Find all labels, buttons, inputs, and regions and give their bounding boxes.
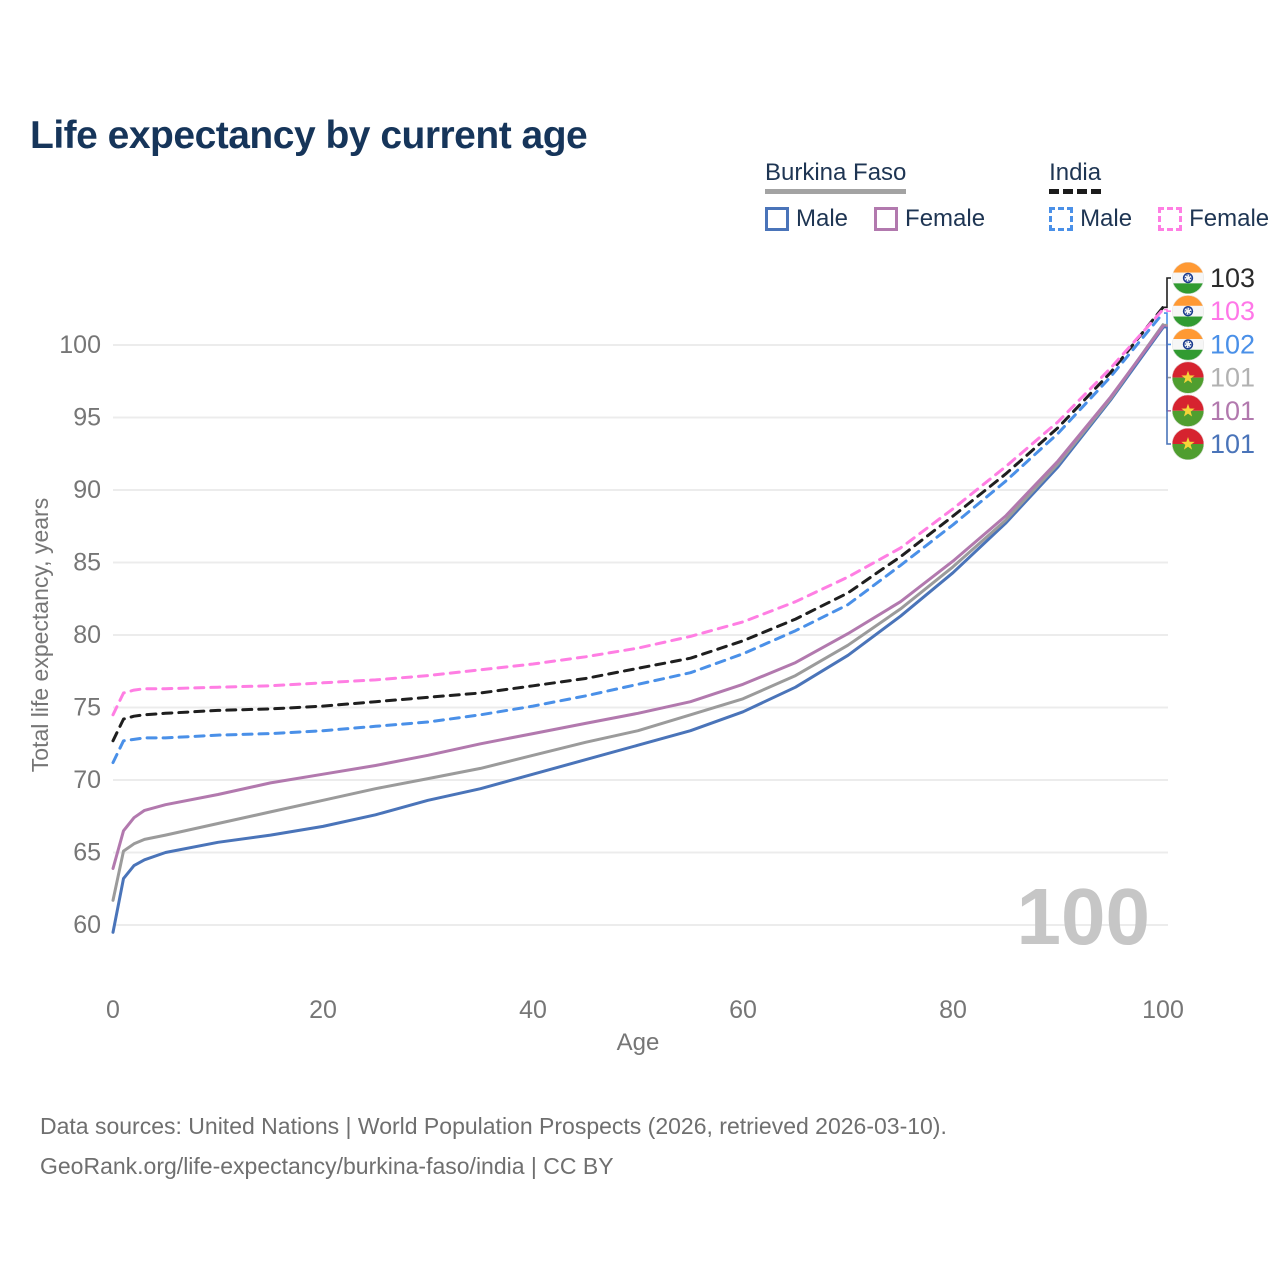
y-tick-95: 95 [73, 404, 101, 432]
legend-group-title: Burkina Faso [765, 159, 907, 195]
legend-swatch-icon [1158, 207, 1183, 232]
legend-group-title: India [1049, 159, 1102, 195]
legend-item-label: Female [905, 205, 986, 233]
series-line-burkina-faso-2 [111, 324, 1165, 870]
legend-swatch-icon [1049, 207, 1074, 232]
current-age-watermark: 100 [1017, 872, 1150, 961]
legend-group: Burkina Faso Male Female [765, 159, 985, 233]
legend-item-label: Male [1080, 205, 1133, 233]
footer-attribution-url: GeoRank.org/life-expectancy/burkina-faso… [40, 1153, 614, 1180]
x-tick-20: 20 [309, 996, 337, 1024]
y-axis-title: Total life expectancy, years [27, 498, 53, 772]
y-tick-85: 85 [73, 549, 101, 577]
legend-items: Male Female [765, 205, 985, 233]
end-value-label: 102 [1210, 329, 1255, 359]
india-flag-icon [1172, 295, 1204, 328]
series-line-burkina-faso-1 [111, 323, 1165, 902]
legend-item-label: Male [796, 205, 849, 233]
y-tick-100: 100 [59, 331, 101, 359]
x-tick-40: 40 [519, 996, 547, 1024]
series-line-india-dashed-3 [111, 311, 1165, 765]
burkina-faso-flag-icon [1172, 394, 1204, 427]
footer-data-sources: Data sources: United Nations | World Pop… [40, 1113, 947, 1139]
legend-item[interactable]: Female [874, 205, 985, 233]
end-value-label: 101 [1210, 396, 1255, 426]
y-tick-80: 80 [73, 621, 101, 649]
series-line-india-dashed-4 [111, 305, 1165, 743]
end-value-label: 103 [1210, 296, 1255, 326]
end-label-connector [1164, 308, 1171, 312]
end-value-label: 103 [1210, 263, 1255, 293]
series-line-india-dashed-5 [111, 308, 1165, 717]
legend-item[interactable]: Male [765, 205, 848, 233]
y-tick-70: 70 [73, 766, 101, 794]
x-axis-title: Age [617, 1029, 660, 1056]
y-tick-60: 60 [73, 911, 101, 939]
legend-item-label: Female [1189, 205, 1270, 233]
legend-swatch-icon [765, 207, 789, 232]
y-tick-65: 65 [73, 839, 101, 867]
end-value-label: 101 [1210, 363, 1255, 393]
legend-swatch-icon [874, 207, 899, 232]
x-tick-100: 100 [1142, 996, 1184, 1024]
india-flag-icon [1172, 262, 1204, 294]
page-title: Life expectancy by current age [30, 114, 588, 158]
burkina-faso-flag-icon [1172, 361, 1204, 394]
india-flag-icon [1172, 328, 1204, 361]
x-tick-60: 60 [729, 996, 757, 1024]
end-value-label: 101 [1210, 429, 1255, 459]
end-label-connector [1164, 277, 1171, 309]
legend: Burkina Faso Male Female India Male Fema… [765, 159, 1269, 233]
legend-item[interactable]: Female [1158, 205, 1269, 233]
end-label-connector [1164, 326, 1171, 445]
y-tick-90: 90 [73, 476, 101, 504]
x-tick-80: 80 [939, 996, 967, 1024]
x-tick-0: 0 [106, 996, 120, 1024]
y-tick-75: 75 [73, 694, 101, 722]
legend-item[interactable]: Male [1049, 205, 1132, 233]
series-line-burkina-faso-0 [111, 326, 1165, 934]
legend-group: India Male Female [1049, 159, 1269, 233]
footer: Data sources: United Nations | World Pop… [40, 1106, 947, 1187]
legend-items: Male Female [1049, 205, 1269, 233]
burkina-faso-flag-icon [1172, 428, 1204, 460]
